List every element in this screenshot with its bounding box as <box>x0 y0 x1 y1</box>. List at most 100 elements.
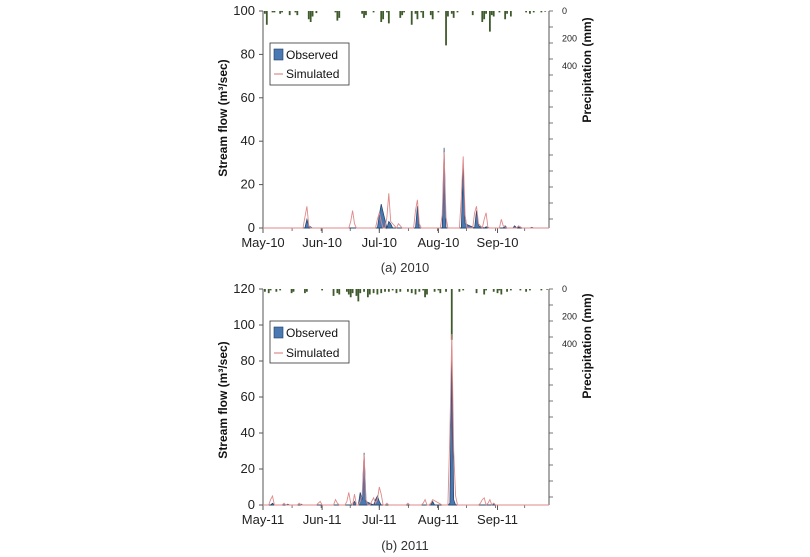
precip-bar-b <box>485 289 487 291</box>
legend-observed-label-b: Observed <box>286 326 338 340</box>
precip-bar-a <box>422 11 425 18</box>
precip-bar-b <box>332 289 335 296</box>
precip-bar-b <box>492 289 495 292</box>
precip-bar-a <box>504 11 507 20</box>
precip-bar-a <box>271 11 274 13</box>
precip-bar-a <box>363 11 365 18</box>
precip-bar-b <box>275 289 278 292</box>
precip-bar-b <box>437 289 440 291</box>
precip-bar-a <box>279 11 282 14</box>
legend-observed-swatch-b <box>273 326 284 339</box>
precip-bar-b <box>498 289 501 291</box>
precip-bar-b <box>424 289 426 298</box>
precip-bar-a <box>386 11 388 13</box>
precip-bar-b <box>500 289 503 295</box>
precip-bar-b <box>422 289 425 291</box>
precip-bar-a <box>334 11 337 13</box>
precip-bar-b <box>336 289 339 294</box>
precip-bar-b <box>355 289 358 296</box>
precip-bar-b <box>410 289 413 294</box>
x-tick-label-b: May-11 <box>242 512 284 527</box>
precip-bar-a <box>382 11 385 20</box>
precip-bar-b <box>363 289 365 292</box>
y-tick-label-a: 100 <box>233 3 255 18</box>
precip-bar-b <box>450 289 453 340</box>
precip-bar-a <box>509 11 512 17</box>
precip-bar-b <box>321 289 324 291</box>
y-tick-label-b: 20 <box>241 461 255 476</box>
precip-bar-b <box>269 289 272 291</box>
precip-bar-b <box>391 289 394 291</box>
observed-area-a <box>263 147 549 230</box>
precip-bar-a <box>485 11 487 14</box>
precip-bar-a <box>294 11 297 13</box>
precip-bar-a <box>416 11 419 20</box>
precip-bar-a <box>403 11 405 13</box>
y2-tick-label-a: 400 <box>562 61 577 71</box>
legend-simulated-label-a: Simulated <box>286 67 339 81</box>
precip-bar-a <box>365 11 367 16</box>
y2-axis-label-b: Precipitation (mm) <box>580 293 594 398</box>
precip-bar-b <box>529 289 531 291</box>
precip-bar-b <box>426 289 428 295</box>
x-tick-label-b: Jun-11 <box>303 512 342 527</box>
precip-bar-a <box>544 11 547 12</box>
precip-bar-b <box>458 289 461 292</box>
y-tick-label-a: 20 <box>241 177 255 192</box>
precip-bar-a <box>481 11 484 22</box>
precip-bar-a <box>431 11 434 20</box>
y-tick-label-b: 60 <box>241 389 255 404</box>
precip-bar-a <box>437 11 440 13</box>
x-tick-label-a: Aug-10 <box>417 235 459 250</box>
precip-bar-a <box>525 11 528 13</box>
precip-bar-b <box>387 289 390 292</box>
precip-bar-a <box>447 11 449 17</box>
precip-bar-b <box>439 289 442 294</box>
precip-bar-b <box>366 289 369 298</box>
precip-bar-a <box>401 11 404 16</box>
precip-bar-b <box>475 289 478 294</box>
y-axis-label-b: Stream flow (m³/sec) <box>216 341 230 458</box>
precip-bar-b <box>380 289 383 294</box>
precip-bar-a <box>450 11 453 14</box>
precip-bar-b <box>368 289 371 295</box>
x-tick-label-b: Aug-11 <box>418 512 459 527</box>
precip-bar-a <box>540 11 543 13</box>
precip-bar-b <box>357 289 360 302</box>
precip-bar-b <box>399 289 402 292</box>
precip-bar-a <box>492 11 495 17</box>
precip-bar-b <box>376 289 379 295</box>
y-tick-label-a: 0 <box>248 220 255 235</box>
panel-2010: Stream flow (m³/sec) Precipitation (mm) … <box>216 3 594 275</box>
precip-bar-b <box>395 289 398 294</box>
precip-bar-b <box>292 289 295 292</box>
caption-b: (b) 2011 <box>381 538 428 553</box>
y2-tick-label-a: 0 <box>562 6 567 16</box>
precip-bar-b <box>290 289 293 294</box>
precip-bar-a <box>506 11 508 14</box>
simulated-line-a <box>263 152 549 229</box>
precip-bar-a <box>488 11 491 32</box>
y2-tick-label-a: 200 <box>562 34 577 44</box>
y-tick-label-a: 40 <box>241 133 255 148</box>
legend-b: Observed Simulated <box>269 320 350 364</box>
precip-bar-b <box>433 289 436 292</box>
legend-observed-swatch-a <box>273 48 284 61</box>
precip-bar-a <box>265 11 268 25</box>
legend-a: Observed Simulated <box>269 42 350 86</box>
x-tick-label-b: Sep-11 <box>477 512 518 527</box>
precip-bar-a <box>399 11 402 18</box>
precip-bar-a <box>483 11 486 20</box>
y2-tick-label-b: 0 <box>562 284 567 294</box>
precip-bar-b <box>483 289 486 295</box>
precip-bar-b <box>509 289 512 291</box>
precip-bar-a <box>414 11 417 14</box>
precip-bar-b <box>384 289 386 292</box>
y2-tick-label-b: 400 <box>562 339 577 349</box>
precip-bar-b <box>305 289 308 292</box>
y-tick-label-b: 80 <box>241 353 255 368</box>
x-tick-label-a: Jul-10 <box>362 235 397 250</box>
plot-area-a: 0 20 40 60 80 100 May-10 Jun-10 Jul-10 Aug-10 Sep-… <box>233 3 577 250</box>
precip-bar-b <box>349 289 352 298</box>
